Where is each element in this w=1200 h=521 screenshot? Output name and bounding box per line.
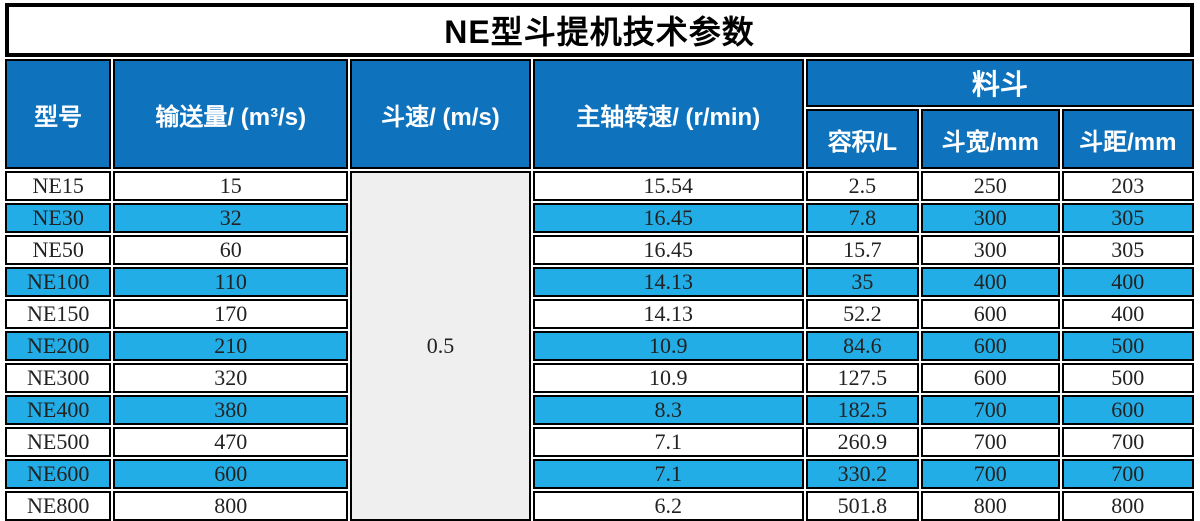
column-header-shaft-rpm: 主轴转速/ (r/min)	[532, 59, 804, 169]
column-header-capacity: 输送量/ (m³/s)	[113, 59, 349, 169]
cell-bucket-width: 300	[921, 235, 1060, 265]
cell-volume: 330.2	[805, 459, 920, 489]
cell-model: NE500	[5, 427, 112, 457]
table-row: NE400 380 8.3 182.5 700 600	[5, 395, 1194, 425]
table-row: NE300 320 10.9 127.5 600 500	[5, 363, 1194, 393]
title-row: NE型斗提机技术参数	[5, 3, 1194, 57]
cell-bucket-pitch: 400	[1061, 299, 1194, 329]
cell-bucket-pitch: 700	[1061, 427, 1194, 457]
cell-bucket-pitch: 500	[1061, 331, 1194, 361]
cell-bucket-pitch: 400	[1061, 267, 1194, 297]
cell-model: NE600	[5, 459, 112, 489]
table-row: NE200 210 10.9 84.6 600 500	[5, 331, 1194, 361]
cell-shaft-rpm: 16.45	[532, 235, 804, 265]
cell-shaft-rpm: 14.13	[532, 299, 804, 329]
cell-bucket-width: 800	[921, 491, 1060, 521]
cell-bucket-width: 400	[921, 267, 1060, 297]
cell-bucket-pitch: 203	[1061, 171, 1194, 201]
table-header: NE型斗提机技术参数 型号 输送量/ (m³/s) 斗速/ (m/s) 主轴转速…	[5, 3, 1194, 169]
cell-volume: 260.9	[805, 427, 920, 457]
ne-parameters-table: NE型斗提机技术参数 型号 输送量/ (m³/s) 斗速/ (m/s) 主轴转速…	[3, 1, 1196, 521]
cell-capacity: 470	[113, 427, 349, 457]
cell-bucket-width: 700	[921, 427, 1060, 457]
column-group-header-bucket: 料斗	[805, 59, 1194, 107]
cell-bucket-pitch: 800	[1061, 491, 1194, 521]
cell-volume: 35	[805, 267, 920, 297]
cell-bucket-pitch: 305	[1061, 203, 1194, 233]
cell-capacity: 32	[113, 203, 349, 233]
cell-model: NE100	[5, 267, 112, 297]
page-title: NE型斗提机技术参数	[5, 3, 1194, 57]
cell-capacity: 380	[113, 395, 349, 425]
table-row: NE100 110 14.13 35 400 400	[5, 267, 1194, 297]
table-body: NE15 15 0.5 15.54 2.5 250 203 NE30 32 16.45 7.8 300…	[5, 171, 1194, 521]
cell-shaft-rpm: 10.9	[532, 331, 804, 361]
cell-capacity: 320	[113, 363, 349, 393]
header-row-sub: 容积/L 斗宽/mm 斗距/mm	[5, 109, 1194, 169]
cell-bucket-speed-merged: 0.5	[350, 171, 531, 521]
cell-capacity: 210	[113, 331, 349, 361]
cell-model: NE30	[5, 203, 112, 233]
cell-bucket-width: 600	[921, 363, 1060, 393]
cell-volume: 501.8	[805, 491, 920, 521]
table-row: NE500 470 7.1 260.9 700 700	[5, 427, 1194, 457]
cell-model: NE15	[5, 171, 112, 201]
cell-shaft-rpm: 8.3	[532, 395, 804, 425]
cell-shaft-rpm: 14.13	[532, 267, 804, 297]
cell-capacity: 60	[113, 235, 349, 265]
column-header-model: 型号	[5, 59, 112, 169]
column-header-bucket-width: 斗宽/mm	[921, 109, 1060, 169]
cell-model: NE50	[5, 235, 112, 265]
cell-capacity: 15	[113, 171, 349, 201]
header-row-main: 型号 输送量/ (m³/s) 斗速/ (m/s) 主轴转速/ (r/min) 料…	[5, 59, 1194, 169]
cell-bucket-pitch: 305	[1061, 235, 1194, 265]
cell-volume: 127.5	[805, 363, 920, 393]
cell-shaft-rpm: 15.54	[532, 171, 804, 201]
cell-model: NE800	[5, 491, 112, 521]
cell-bucket-width: 700	[921, 459, 1060, 489]
cell-capacity: 110	[113, 267, 349, 297]
cell-volume: 15.7	[805, 235, 920, 265]
table-row: NE50 60 16.45 15.7 300 305	[5, 235, 1194, 265]
cell-volume: 182.5	[805, 395, 920, 425]
cell-bucket-width: 600	[921, 299, 1060, 329]
cell-bucket-pitch: 500	[1061, 363, 1194, 393]
cell-bucket-pitch: 700	[1061, 459, 1194, 489]
cell-volume: 2.5	[805, 171, 920, 201]
cell-bucket-pitch: 600	[1061, 395, 1194, 425]
table-row: NE800 800 6.2 501.8 800 800	[5, 491, 1194, 521]
cell-model: NE400	[5, 395, 112, 425]
cell-volume: 52.2	[805, 299, 920, 329]
cell-model: NE300	[5, 363, 112, 393]
cell-bucket-width: 300	[921, 203, 1060, 233]
column-header-bucket-pitch: 斗距/mm	[1061, 109, 1194, 169]
cell-bucket-width: 250	[921, 171, 1060, 201]
cell-shaft-rpm: 7.1	[532, 459, 804, 489]
cell-shaft-rpm: 7.1	[532, 427, 804, 457]
cell-bucket-width: 600	[921, 331, 1060, 361]
table-row: NE150 170 14.13 52.2 600 400	[5, 299, 1194, 329]
cell-bucket-width: 700	[921, 395, 1060, 425]
table-row: NE600 600 7.1 330.2 700 700	[5, 459, 1194, 489]
column-header-bucket-speed: 斗速/ (m/s)	[350, 59, 531, 169]
cell-volume: 84.6	[805, 331, 920, 361]
cell-capacity: 800	[113, 491, 349, 521]
cell-shaft-rpm: 6.2	[532, 491, 804, 521]
cell-shaft-rpm: 10.9	[532, 363, 804, 393]
cell-model: NE150	[5, 299, 112, 329]
cell-capacity: 600	[113, 459, 349, 489]
cell-capacity: 170	[113, 299, 349, 329]
table-row: NE30 32 16.45 7.8 300 305	[5, 203, 1194, 233]
cell-model: NE200	[5, 331, 112, 361]
cell-volume: 7.8	[805, 203, 920, 233]
table-row: NE15 15 0.5 15.54 2.5 250 203	[5, 171, 1194, 521]
column-header-volume: 容积/L	[805, 109, 920, 169]
cell-shaft-rpm: 16.45	[532, 203, 804, 233]
